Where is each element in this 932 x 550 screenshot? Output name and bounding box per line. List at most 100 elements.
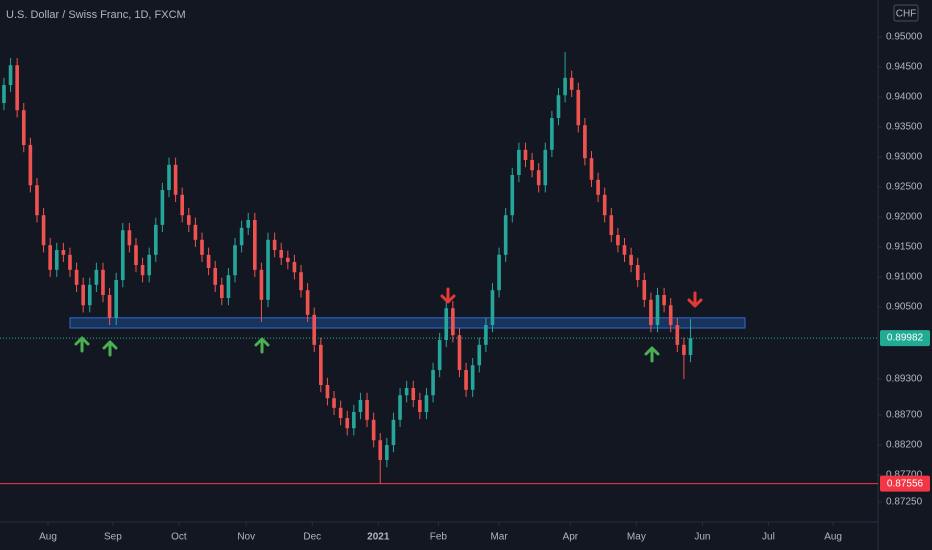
y-tick-label: 0.90500 bbox=[886, 302, 923, 313]
candle-body bbox=[457, 335, 462, 371]
candle-body bbox=[74, 269, 79, 285]
candle-body bbox=[682, 344, 686, 356]
candle-body bbox=[140, 265, 145, 276]
candle-body bbox=[523, 149, 528, 161]
candle-body bbox=[569, 77, 574, 90]
candle-body bbox=[272, 239, 277, 251]
candle-body bbox=[279, 250, 284, 258]
x-tick-label: Feb bbox=[430, 532, 448, 543]
candle-body bbox=[444, 308, 449, 341]
candle-body bbox=[186, 215, 191, 225]
candle-body bbox=[510, 175, 515, 216]
candle-body bbox=[219, 284, 224, 299]
candle-body bbox=[536, 170, 541, 186]
candle-body bbox=[358, 400, 363, 413]
x-tick-label: Mar bbox=[490, 532, 508, 543]
candle-body bbox=[451, 308, 455, 336]
down-arrow bbox=[687, 291, 703, 308]
candle-body bbox=[206, 254, 211, 269]
y-tick-label: 0.91500 bbox=[886, 242, 923, 253]
candle-body bbox=[226, 275, 231, 299]
candle-body bbox=[365, 400, 369, 420]
candle-body bbox=[609, 215, 614, 236]
candle-body bbox=[127, 230, 132, 246]
zone-layer bbox=[69, 317, 746, 329]
candle-body bbox=[305, 290, 310, 315]
candle-body bbox=[411, 388, 416, 401]
candle-body bbox=[134, 245, 138, 266]
candle-body bbox=[583, 125, 587, 159]
candle-body bbox=[180, 194, 185, 216]
candle-body bbox=[497, 254, 501, 291]
candle-body bbox=[563, 77, 567, 96]
candle-body bbox=[266, 239, 270, 300]
candle-body bbox=[543, 149, 548, 186]
candle-body bbox=[629, 254, 633, 266]
y-tick-label: 0.87700 bbox=[886, 470, 923, 481]
candle-body bbox=[556, 95, 561, 119]
candle-body bbox=[120, 230, 125, 281]
candle-body bbox=[200, 239, 204, 255]
candle-body bbox=[239, 227, 244, 246]
candle-body bbox=[424, 395, 429, 413]
candle-body bbox=[28, 145, 33, 186]
y-tick-label: 0.92500 bbox=[886, 182, 923, 193]
x-tick-label: 2021 bbox=[367, 532, 390, 543]
candle-body bbox=[35, 185, 39, 216]
x-tick-label: May bbox=[627, 532, 646, 543]
candle-body bbox=[8, 65, 13, 86]
candle-body bbox=[259, 269, 264, 300]
currency-box[interactable] bbox=[893, 4, 919, 22]
candle-body bbox=[503, 215, 508, 255]
y-tick-label: 0.92000 bbox=[886, 212, 923, 223]
candle-body bbox=[286, 257, 290, 263]
candle-body bbox=[391, 419, 396, 446]
candle-body bbox=[517, 149, 521, 176]
candle-body bbox=[319, 344, 323, 386]
candle-body bbox=[299, 272, 303, 291]
candle-body bbox=[385, 445, 389, 461]
y-tick-label: 0.95000 bbox=[886, 32, 923, 43]
candle-body bbox=[233, 245, 237, 276]
candle-body bbox=[338, 407, 343, 419]
y-tick-label: 0.88200 bbox=[886, 440, 923, 451]
down-arrow bbox=[440, 287, 456, 304]
y-tick-label: 0.88700 bbox=[886, 410, 923, 421]
candle-body bbox=[668, 305, 673, 326]
up-arrow bbox=[644, 346, 660, 363]
y-tick-label: 0.91000 bbox=[886, 272, 923, 283]
candle-body bbox=[213, 268, 218, 285]
candle-body bbox=[635, 265, 640, 281]
currency[interactable]: CHF bbox=[896, 9, 917, 20]
candle-body bbox=[253, 220, 257, 270]
candle-body bbox=[147, 254, 152, 276]
candle-body bbox=[21, 110, 26, 146]
candle-body bbox=[312, 314, 317, 345]
candle-body bbox=[484, 325, 488, 345]
candle-body bbox=[193, 224, 198, 240]
candle-body bbox=[114, 280, 119, 318]
candle-body bbox=[371, 419, 376, 441]
candle-body bbox=[404, 388, 409, 396]
candle-body bbox=[167, 164, 171, 191]
candle-body bbox=[153, 224, 158, 255]
x-tick-label: Dec bbox=[303, 532, 321, 543]
candle-body bbox=[437, 340, 442, 371]
candle-body bbox=[616, 235, 620, 246]
candle-body bbox=[325, 385, 330, 399]
candle-body bbox=[61, 250, 66, 255]
candle-body bbox=[464, 370, 468, 390]
candle-body bbox=[2, 85, 6, 104]
candle-body bbox=[470, 365, 475, 390]
up-arrow bbox=[254, 337, 270, 354]
level-label: 0.87556 bbox=[887, 478, 924, 489]
candle-layer bbox=[2, 52, 693, 484]
last-price-box bbox=[880, 330, 930, 347]
x-tick-label: Oct bbox=[171, 532, 187, 543]
candle-body bbox=[378, 440, 383, 461]
x-tick-label: Aug bbox=[39, 532, 57, 543]
candle-body bbox=[596, 179, 600, 195]
level-label-box bbox=[880, 475, 930, 492]
